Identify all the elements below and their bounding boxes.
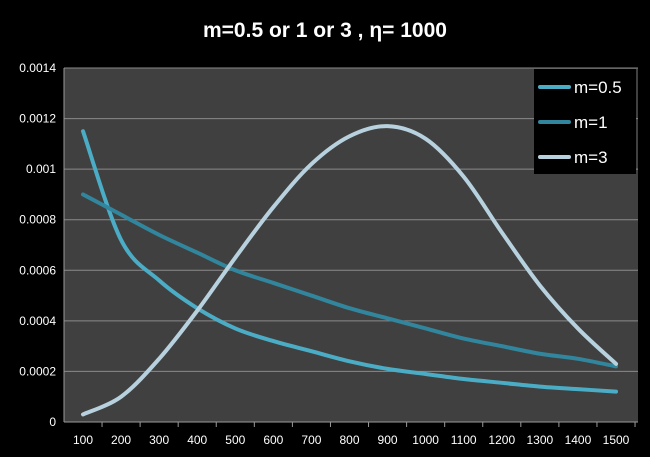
x-tick-label: 1400 bbox=[565, 433, 592, 447]
x-tick-label: 1300 bbox=[527, 433, 554, 447]
y-tick-label: 0 bbox=[49, 415, 56, 429]
x-tick-label: 900 bbox=[378, 433, 398, 447]
x-tick-label: 1100 bbox=[451, 433, 477, 447]
y-tick-label: 0.0014 bbox=[19, 61, 56, 75]
x-tick-label: 800 bbox=[339, 433, 359, 447]
x-tick-label: 100 bbox=[73, 433, 93, 447]
x-tick-label: 300 bbox=[149, 433, 169, 447]
legend-label: m=3 bbox=[574, 148, 608, 167]
y-tick-label: 0.0006 bbox=[19, 263, 56, 277]
x-tick-label: 1000 bbox=[412, 433, 439, 447]
y-tick-label: 0.0002 bbox=[19, 364, 56, 378]
legend: m=0.5 m=1 m=3 bbox=[534, 69, 636, 174]
x-axis: 100 200 300 400 500 600 700 800 900 1000 1100 1200 1… bbox=[64, 421, 638, 447]
x-tick-label: 700 bbox=[301, 433, 321, 447]
series-layer bbox=[81, 124, 618, 417]
x-tick-label: 1200 bbox=[488, 433, 515, 447]
y-axis: 0 0.0002 0.0004 0.0006 0.0008 0.001 0.0012 0.00… bbox=[19, 61, 65, 429]
chart-title: m=0.5 or 1 or 3 , η= 1000 bbox=[203, 19, 447, 42]
y-tick-label: 0.0004 bbox=[19, 314, 56, 328]
x-tick-label: 500 bbox=[225, 433, 245, 447]
y-tick-label: 0.001 bbox=[26, 162, 56, 176]
y-tick-label: 0.0012 bbox=[19, 112, 56, 126]
legend-label: m=0.5 bbox=[574, 78, 622, 97]
x-tick-label: 1500 bbox=[603, 433, 630, 447]
y-tick-label: 0.0008 bbox=[19, 213, 56, 227]
x-tick-label: 600 bbox=[263, 433, 283, 447]
x-tick-label: 400 bbox=[187, 433, 207, 447]
legend-label: m=1 bbox=[574, 113, 608, 132]
x-tick-label: 200 bbox=[111, 433, 131, 447]
